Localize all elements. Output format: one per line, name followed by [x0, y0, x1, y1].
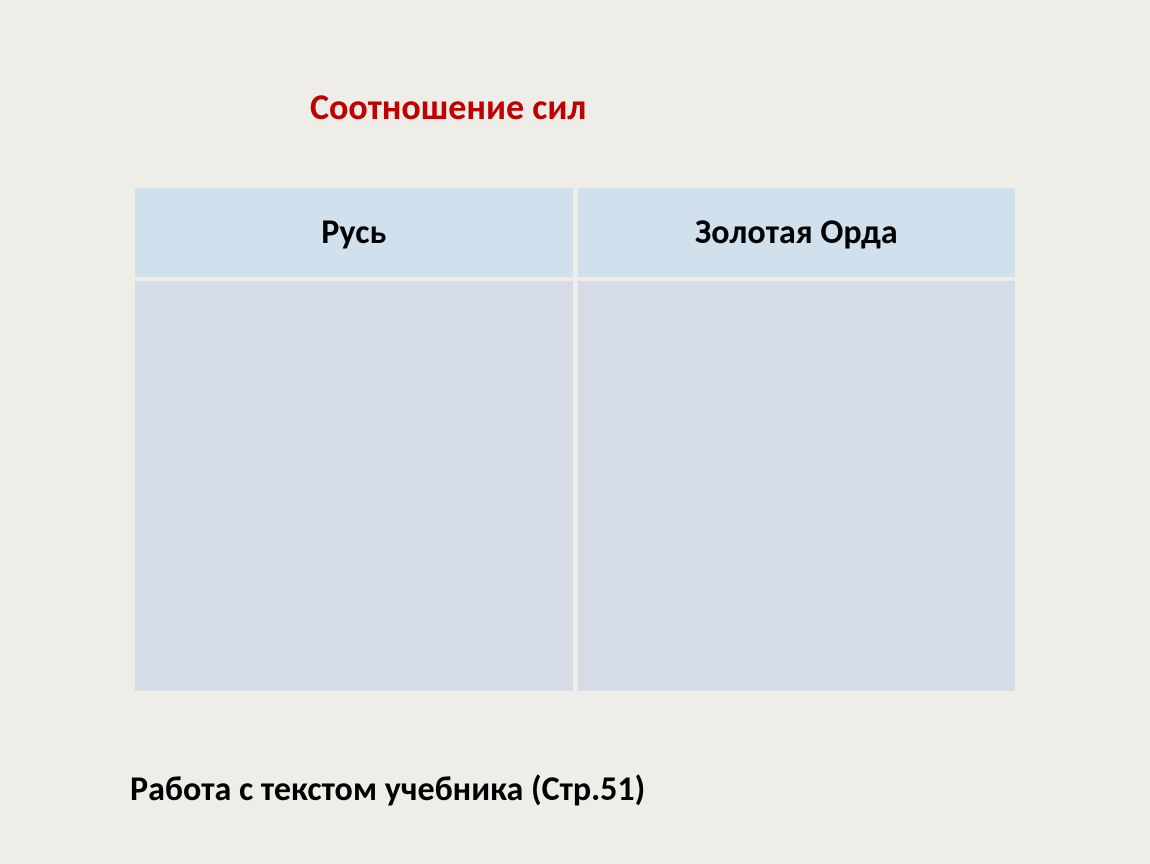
slide-container: Соотношение сил Русь Золотая Орда Работа…	[0, 0, 1150, 864]
cell-horde-content	[578, 281, 1016, 691]
slide-title: Соотношение сил	[310, 85, 1020, 129]
table-header-row: Русь Золотая Орда	[135, 188, 1015, 277]
table-row	[135, 281, 1015, 691]
cell-rus-content	[135, 281, 573, 691]
column-header-horde: Золотая Орда	[578, 188, 1016, 277]
column-header-rus: Русь	[135, 188, 573, 277]
comparison-table: Русь Золотая Орда	[130, 184, 1020, 695]
footer-instruction: Работа с текстом учебника (Стр.51)	[130, 769, 645, 810]
